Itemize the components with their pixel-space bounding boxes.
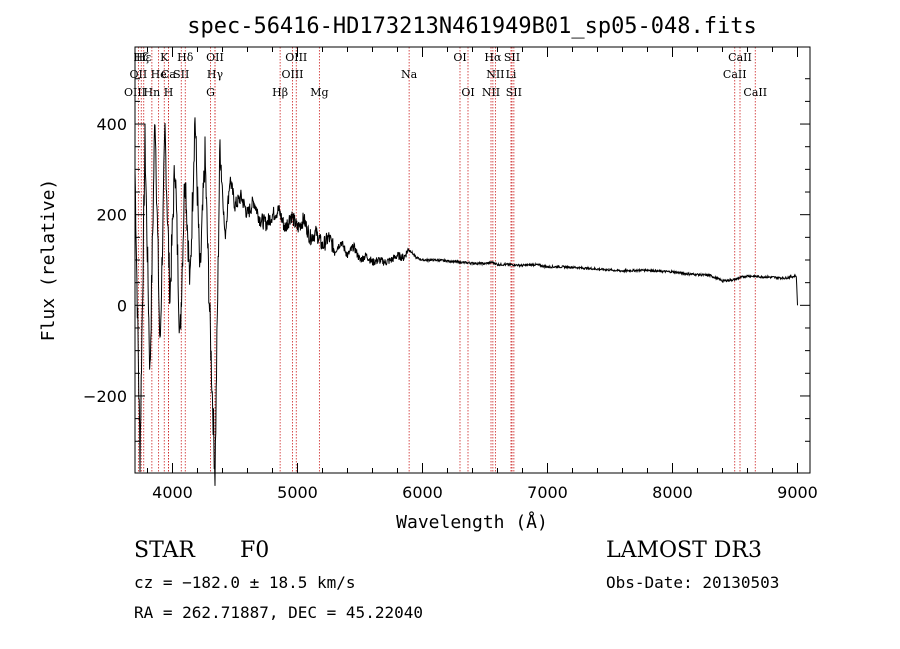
line-label: OII [206,51,224,64]
y-tick-label: 200 [96,206,127,225]
line-label: OI [461,86,474,99]
line-label: Hγ [207,68,224,81]
x-tick-label: 4000 [152,483,193,502]
obs-date: Obs-Date: 20130503 [606,573,780,592]
survey-name: LAMOST DR3 [606,538,762,563]
series-line [134,117,798,486]
line-label: Na [401,68,418,81]
x-tick-label: 6000 [402,483,443,502]
line-label: G [206,86,215,99]
line-label: CaII [728,51,752,64]
line-label: OII [130,68,148,81]
line-label: Hζ [133,51,149,64]
line-label: K [160,51,169,64]
line-label: Hn [144,86,161,99]
line-label: CaII [723,68,747,81]
x-axis: 4000 5000 6000 7000 8000 9000 [147,47,818,502]
x-tick-label: 5000 [277,483,318,502]
line-label: Hα [484,51,502,64]
redshift-cz: cz = −182.0 ± 18.5 km/s [134,573,356,592]
chart-title: spec-56416-HD173213N461949B01_sp05-048.f… [187,14,757,39]
x-axis-label: Wavelength (Å) [396,511,548,533]
y-axis: −200 0 200 400 [83,78,810,442]
x-tick-label: 8000 [652,483,693,502]
line-label: SII [506,86,522,99]
subclass: F0 [240,538,270,563]
x-tick-label: 9000 [777,483,818,502]
line-label: Mg [310,86,328,99]
line-label: CaII [743,86,767,99]
line-label: SII [173,68,189,81]
object-class: STAR [134,538,195,563]
line-label: H [164,86,174,99]
y-tick-label: −200 [83,387,127,406]
line-label: Ca [161,68,176,81]
y-tick-label: 400 [96,115,127,134]
line-label: Hβ [272,86,288,99]
line-label: OIII [281,68,303,81]
line-label: He [151,68,167,81]
coordinates: RA = 262.71887, DEC = 45.22040 [134,603,423,622]
line-label: OIII [285,51,307,64]
plot-frame [134,46,811,474]
y-tick-label: 0 [117,296,127,315]
line-label: Hδ [177,51,194,64]
line-label: Li [506,68,517,81]
line-label: OI [453,51,466,64]
line-label: NII [486,68,504,81]
line-label: Hε [136,51,152,64]
x-tick-label: 7000 [527,483,568,502]
line-label: NII [482,86,500,99]
line-label: SII [504,51,520,64]
y-axis-label: Flux (relative) [38,179,59,342]
